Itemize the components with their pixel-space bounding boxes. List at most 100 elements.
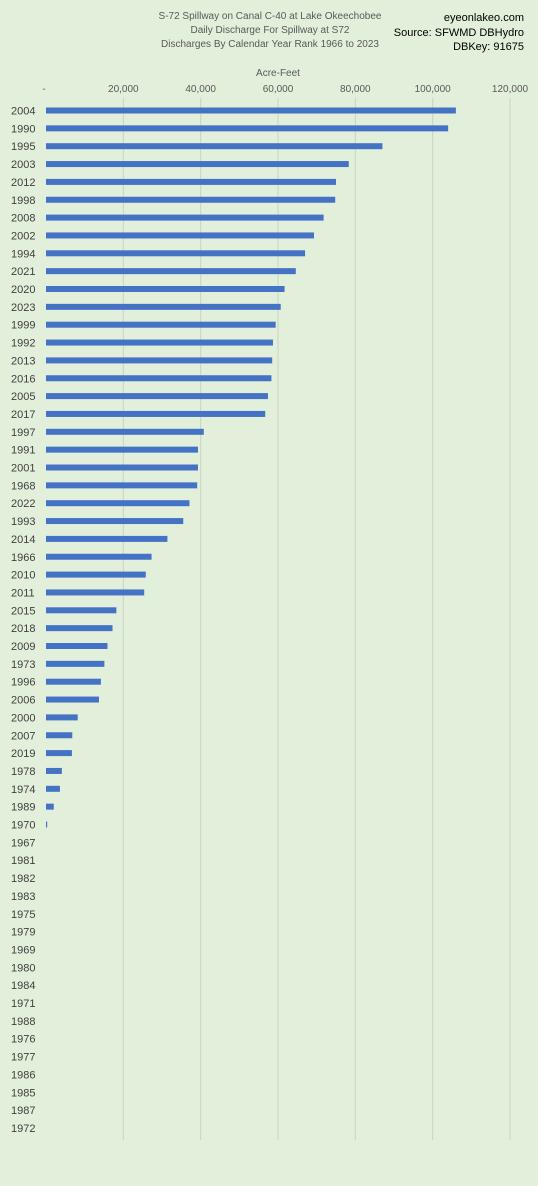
category-label-1988: 1988 [11, 1016, 35, 1028]
bar-2012 [46, 178, 336, 185]
chart-subtitle: Daily Discharge For Spillway at S72 [190, 25, 350, 36]
category-label-2014: 2014 [11, 534, 35, 546]
category-label-1991: 1991 [11, 445, 35, 457]
category-label-1990: 1990 [11, 123, 35, 135]
chart-title: S-72 Spillway on Canal C-40 at Lake Okee… [158, 11, 382, 22]
x-axis-ticks: - 20,000 40,000 60,000 80,000 100,000 120,000 [42, 84, 528, 95]
category-label-2005: 2005 [11, 391, 35, 403]
bar-1998 [46, 196, 336, 203]
bar-2019 [46, 750, 72, 757]
category-label-2003: 2003 [11, 159, 35, 171]
category-label-2000: 2000 [11, 712, 35, 724]
category-label-2021: 2021 [11, 266, 35, 278]
category-label-2020: 2020 [11, 284, 35, 296]
bar-2001 [46, 464, 198, 471]
category-label-2019: 2019 [11, 748, 35, 760]
bar-2006 [46, 696, 99, 703]
x-tick-label: - [42, 84, 45, 95]
category-label-1984: 1984 [11, 980, 35, 992]
bar-2022 [46, 500, 190, 507]
category-label-2022: 2022 [11, 498, 35, 510]
category-label-1999: 1999 [11, 320, 35, 332]
category-label-1980: 1980 [11, 962, 35, 974]
bar-1968 [46, 482, 198, 489]
bar-1996 [46, 678, 101, 685]
category-label-1967: 1967 [11, 837, 35, 849]
category-label-1979: 1979 [11, 927, 35, 939]
source-site: eyeonlakeo.com [443, 12, 524, 24]
category-label-1992: 1992 [11, 338, 35, 350]
bar-2021 [46, 268, 296, 275]
x-tick-label: 20,000 [108, 84, 139, 95]
bar-1991 [46, 446, 198, 453]
category-label-2016: 2016 [11, 373, 35, 385]
category-label-1982: 1982 [11, 873, 35, 885]
category-label-1998: 1998 [11, 195, 35, 207]
bar-2018 [46, 625, 113, 632]
bar-2007 [46, 732, 73, 739]
bar-2010 [46, 571, 146, 578]
category-label-1970: 1970 [11, 820, 35, 832]
bar-1997 [46, 428, 204, 435]
category-label-1978: 1978 [11, 766, 35, 778]
category-labels: 2004 1990 1995 2003 2012 1998 2008 2002 1994 2021… [11, 106, 35, 1135]
category-label-1971: 1971 [11, 998, 35, 1010]
bar-2005 [46, 393, 268, 400]
category-label-1966: 1966 [11, 552, 35, 564]
bar-1970 [46, 821, 48, 828]
category-label-1989: 1989 [11, 802, 35, 814]
category-label-1993: 1993 [11, 516, 35, 528]
x-axis-title: Acre-Feet [256, 68, 300, 79]
category-label-2006: 2006 [11, 695, 35, 707]
x-tick-label: 120,000 [492, 84, 529, 95]
bar-1989 [46, 803, 54, 810]
bar-2013 [46, 357, 273, 364]
bar-2017 [46, 410, 266, 417]
category-label-1972: 1972 [11, 1123, 35, 1135]
category-label-1981: 1981 [11, 855, 35, 867]
bar-2016 [46, 375, 272, 382]
bar-2015 [46, 607, 117, 614]
bar-1993 [46, 518, 184, 525]
bar-2020 [46, 286, 285, 292]
bar-1973 [46, 660, 105, 667]
bar-2014 [46, 535, 168, 542]
category-label-2009: 2009 [11, 641, 35, 653]
bar-2003 [46, 161, 349, 168]
category-label-1977: 1977 [11, 1052, 35, 1064]
category-label-1976: 1976 [11, 1034, 35, 1046]
bar-1978 [46, 767, 62, 774]
bar-2011 [46, 589, 145, 596]
bar-2009 [46, 643, 108, 649]
category-label-2015: 2015 [11, 605, 35, 617]
category-label-2004: 2004 [11, 106, 35, 118]
category-label-1983: 1983 [11, 891, 35, 903]
category-label-1995: 1995 [11, 141, 35, 153]
category-label-1987: 1987 [11, 1105, 35, 1117]
category-label-2013: 2013 [11, 355, 35, 367]
bar-2008 [46, 214, 324, 221]
category-label-2008: 2008 [11, 213, 35, 225]
category-label-1974: 1974 [11, 784, 35, 796]
bar-2023 [46, 303, 281, 310]
bar-1966 [46, 553, 152, 560]
bar-1995 [46, 143, 383, 150]
category-label-1968: 1968 [11, 480, 35, 492]
bar-2004 [46, 107, 456, 114]
category-label-2007: 2007 [11, 730, 35, 742]
x-tick-label: 80,000 [340, 84, 371, 95]
bar-1990 [46, 125, 449, 132]
bars [46, 107, 456, 828]
source-block: eyeonlakeo.com Source: SFWMD DBHydro DBK… [394, 11, 524, 55]
x-tick-label: 40,000 [185, 84, 216, 95]
category-label-1973: 1973 [11, 659, 35, 671]
category-label-1994: 1994 [11, 248, 35, 260]
category-label-2002: 2002 [11, 230, 35, 242]
bar-1994 [46, 250, 306, 257]
category-label-2001: 2001 [11, 463, 35, 475]
bar-1992 [46, 339, 273, 346]
x-tick-label: 100,000 [415, 84, 452, 95]
category-label-1997: 1997 [11, 427, 35, 439]
category-label-2010: 2010 [11, 570, 35, 582]
